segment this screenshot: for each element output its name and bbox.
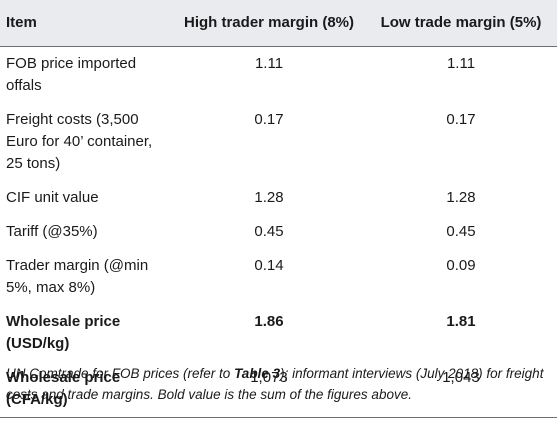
table-row: Freight costs (3,500 Euro for 40’ contai… bbox=[0, 103, 557, 181]
row-low-value: 1.28 bbox=[446, 189, 476, 206]
row-high-value: 1.28 bbox=[254, 189, 284, 206]
footnote-text-end: ); informant interviews (July 2018) for … bbox=[6, 366, 544, 402]
row-high-value: 0.14 bbox=[254, 257, 284, 274]
row-item: FOB price imported offals bbox=[6, 55, 137, 94]
row-low-value: 1.11 bbox=[446, 55, 476, 72]
table-row: Tariff (@35%) 0.45 0.45 bbox=[0, 215, 557, 249]
table-row: FOB price imported offals 1.11 1.11 bbox=[0, 47, 557, 104]
table-row: CIF unit value 1.28 1.28 bbox=[0, 181, 557, 215]
row-item: Wholesale price (USD/kg) bbox=[6, 313, 121, 352]
row-high-value: 1,073 bbox=[173, 361, 365, 418]
row-high-value: 0.17 bbox=[254, 111, 284, 128]
row-high-value: 1.11 bbox=[254, 55, 284, 72]
table-footnote: UN Comtrade for FOB prices (refer to Tab… bbox=[6, 363, 551, 405]
header-low-margin: Low trade margin (5%) bbox=[365, 0, 557, 47]
row-low-value: 1.81 bbox=[446, 313, 476, 330]
row-item: Freight costs (3,500 Euro for 40’ contai… bbox=[6, 111, 153, 172]
table-reference-link[interactable]: Table 3 bbox=[234, 366, 281, 381]
row-low-value: 0.17 bbox=[446, 111, 476, 128]
row-item: Tariff (@35%) bbox=[6, 223, 98, 240]
header-high-margin: High trader margin (8%) bbox=[173, 0, 365, 47]
row-high-value: 0.45 bbox=[254, 223, 284, 240]
table-row: Trader margin (@min 5%, max 8%) 0.14 0.0… bbox=[0, 249, 557, 305]
table-row-total-usd: Wholesale price (USD/kg) 1.86 1.81 bbox=[0, 305, 557, 361]
header-item: Item bbox=[0, 0, 173, 47]
header-row: Item High trader margin (8%) Low trade m… bbox=[0, 0, 557, 47]
row-low-value: 0.09 bbox=[446, 257, 476, 274]
footnote-text-start: UN Comtrade for FOB prices (refer to bbox=[6, 366, 235, 381]
row-item: CIF unit value bbox=[6, 189, 99, 206]
row-item: Wholesale price (CFA/kg) bbox=[0, 361, 173, 418]
table-row-total-cfa: Wholesale price (CFA/kg) 1,073 1,043 bbox=[0, 361, 557, 418]
row-low-value: 1,043 bbox=[365, 361, 557, 418]
row-high-value: 1.86 bbox=[254, 313, 284, 330]
row-item: Trader margin (@min 5%, max 8%) bbox=[6, 257, 149, 296]
row-low-value: 0.45 bbox=[446, 223, 476, 240]
